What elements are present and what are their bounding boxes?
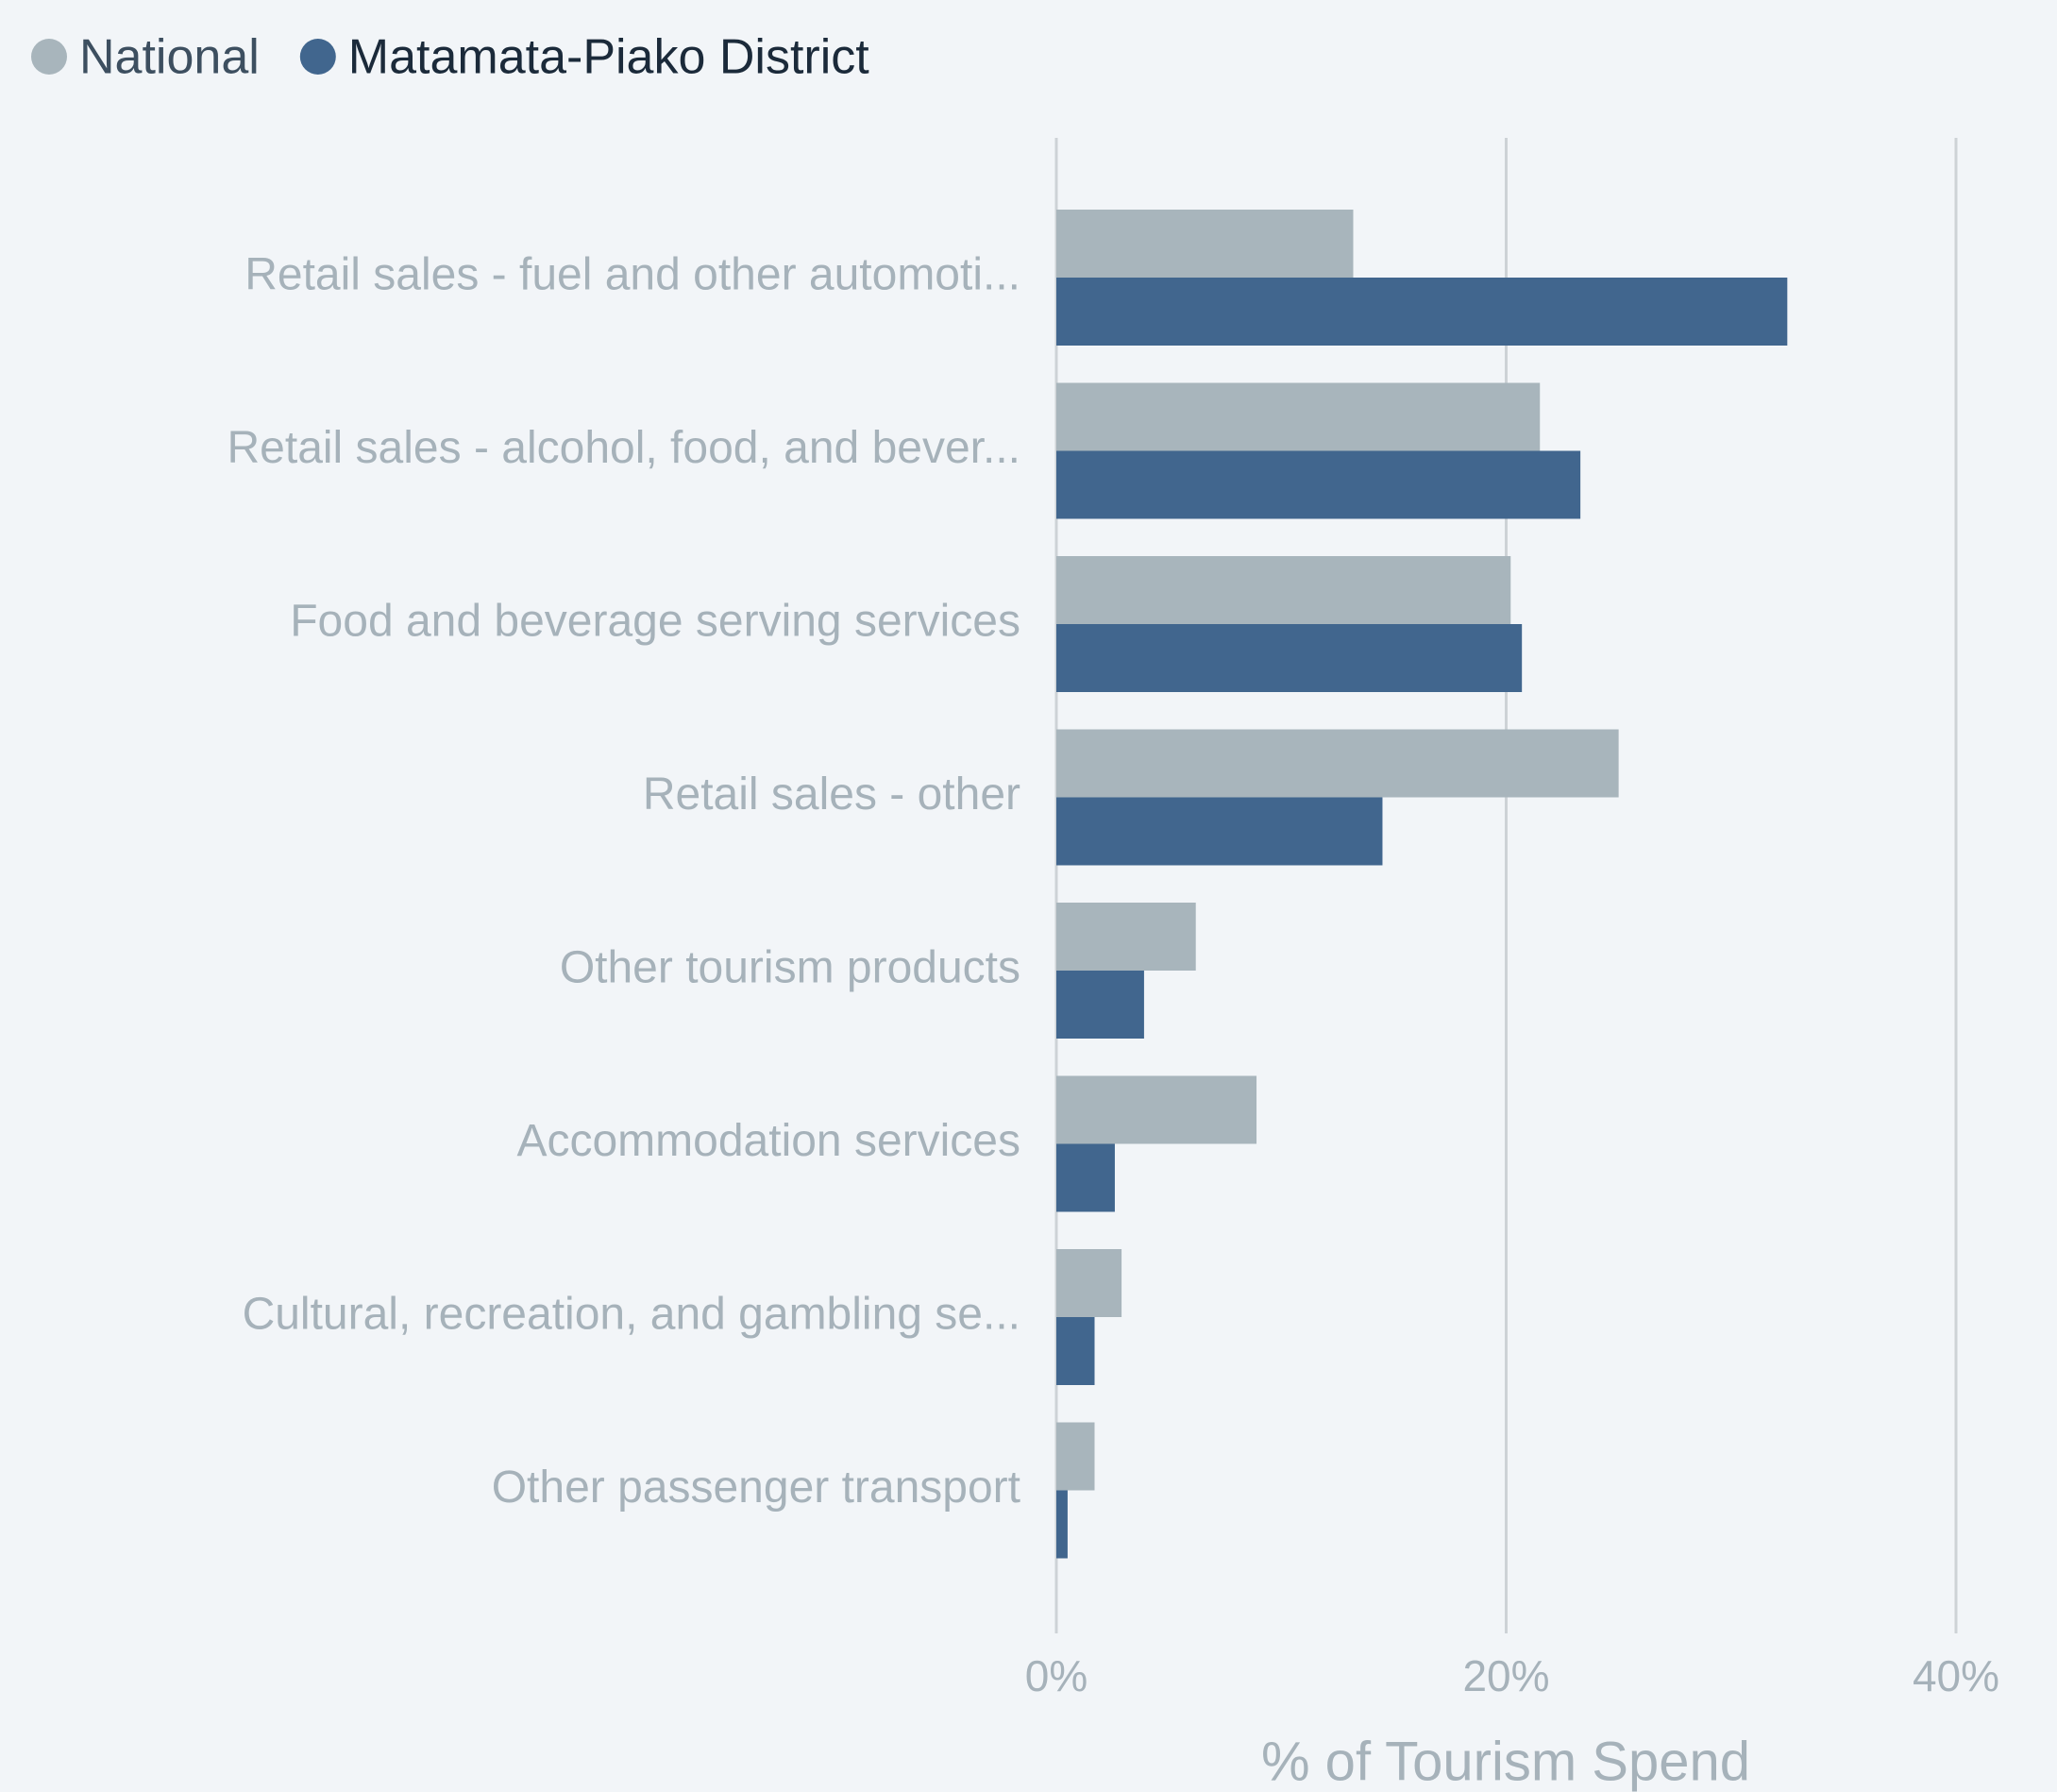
legend-marker <box>31 39 67 75</box>
bar <box>1056 556 1511 624</box>
legend-label: Matamata-Piako District <box>348 30 869 85</box>
bar <box>1056 1249 1122 1317</box>
y-tick-label: Retail sales - other <box>643 769 1020 820</box>
legend-marker <box>299 39 336 75</box>
bar <box>1056 1422 1095 1491</box>
bar <box>1056 1490 1068 1559</box>
bar <box>1056 278 1788 346</box>
x-tick-label: 40% <box>1913 1651 1999 1700</box>
bar <box>1056 903 1196 971</box>
y-tick-label: Retail sales - alcohol, food, and bever.… <box>228 423 1021 473</box>
x-tick-label: 0% <box>1025 1651 1088 1700</box>
y-tick-label: Cultural, recreation, and gambling se... <box>243 1290 1020 1340</box>
bar <box>1056 624 1523 692</box>
bar <box>1056 382 1541 451</box>
y-tick-label: Food and beverage serving services <box>290 597 1020 647</box>
bar <box>1056 971 1144 1039</box>
y-tick-label: Retail sales - fuel and other automoti..… <box>244 250 1020 300</box>
bar <box>1056 797 1383 866</box>
y-tick-label: Other tourism products <box>560 943 1020 993</box>
bar <box>1056 210 1354 278</box>
y-tick-label: Accommodation services <box>516 1116 1020 1166</box>
bar <box>1056 450 1581 519</box>
bar <box>1056 1317 1095 1385</box>
y-tick-label: Other passenger transport <box>492 1462 1020 1513</box>
bar <box>1056 1075 1257 1144</box>
bar <box>1056 729 1619 798</box>
bar <box>1056 1143 1115 1212</box>
legend-label: National <box>79 30 260 85</box>
x-axis-title: % of Tourism Spend <box>1261 1731 1750 1792</box>
x-tick-label: 20% <box>1462 1651 1549 1700</box>
